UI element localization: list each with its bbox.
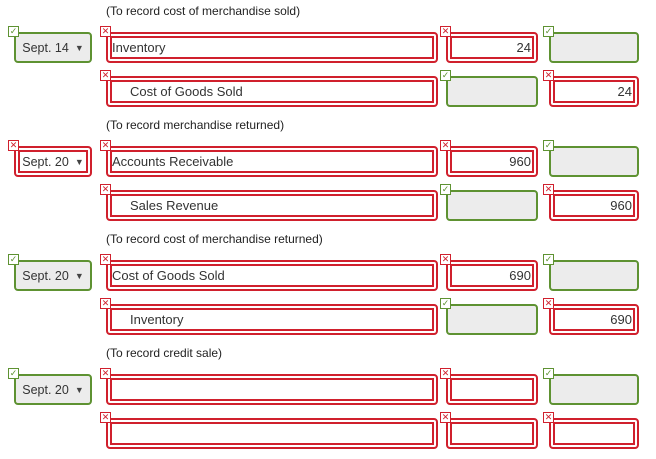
x-icon: ✕ — [440, 254, 451, 265]
account-title-field[interactable]: Cost of Goods Sold ✕ — [100, 70, 438, 107]
account-title-text: Inventory — [130, 312, 184, 327]
credit-amount-field[interactable]: 960 ✕ — [543, 184, 639, 221]
check-icon: ✓ — [8, 26, 19, 37]
account-title-field[interactable]: ✕ — [100, 412, 438, 449]
account-title-field[interactable]: Accounts Receivable ✕ — [100, 140, 438, 177]
debit-amount-field[interactable]: ✕ — [440, 368, 538, 405]
date-select-value-wrap: Sept. 20 ▼ — [16, 148, 90, 175]
caret-down-icon: ▼ — [74, 156, 84, 167]
credit-amount-field[interactable]: ✓ — [543, 26, 639, 63]
date-select-value-wrap: Sept. 20 ▼ — [16, 262, 90, 289]
credit-amount-field[interactable]: ✓ — [543, 368, 639, 405]
debit-amount-field[interactable]: 690 ✕ — [440, 254, 538, 291]
x-icon: ✕ — [543, 412, 554, 423]
account-title-field[interactable]: ✕ — [100, 368, 438, 405]
account-title-text: Cost of Goods Sold — [130, 84, 243, 99]
credit-amount-text: 960 — [610, 198, 632, 213]
debit-amount-field[interactable]: ✕ — [440, 412, 538, 449]
account-title-field[interactable]: Inventory ✕ — [100, 298, 438, 335]
x-icon: ✕ — [8, 140, 19, 151]
entry-explanation-note: (To record cost of merchandise sold) — [106, 4, 301, 18]
x-icon: ✕ — [440, 368, 451, 379]
x-icon: ✕ — [100, 298, 111, 309]
caret-down-icon: ▼ — [74, 270, 84, 281]
check-icon: ✓ — [543, 140, 554, 151]
check-icon: ✓ — [543, 368, 554, 379]
caret-down-icon: ▼ — [74, 384, 84, 395]
check-icon: ✓ — [440, 70, 451, 81]
date-select[interactable]: Sept. 20 ▼ ✕ — [8, 140, 92, 177]
check-icon: ✓ — [543, 254, 554, 265]
date-select-value: Sept. 20 — [22, 382, 69, 397]
x-icon: ✕ — [100, 368, 111, 379]
credit-amount-field[interactable]: ✓ — [543, 140, 639, 177]
date-select[interactable]: Sept. 20 ▼ ✓ — [8, 368, 92, 405]
date-select[interactable]: Sept. 14 ▼ ✓ — [8, 26, 92, 63]
caret-down-icon: ▼ — [74, 42, 84, 53]
check-icon: ✓ — [8, 254, 19, 265]
credit-amount-text: 24 — [617, 84, 632, 99]
account-title-field[interactable]: Cost of Goods Sold ✕ — [100, 254, 438, 291]
check-icon: ✓ — [440, 184, 451, 195]
account-title-text: Inventory — [112, 40, 166, 55]
x-icon: ✕ — [440, 412, 451, 423]
date-select-value: Sept. 20 — [22, 154, 69, 169]
entry-explanation-note: (To record credit sale) — [106, 346, 223, 360]
debit-amount-text: 24 — [516, 40, 531, 55]
entry-explanation-note: (To record cost of merchandise returned) — [106, 232, 323, 246]
date-select-value: Sept. 14 — [22, 40, 69, 55]
date-select-value-wrap: Sept. 14 ▼ — [16, 34, 90, 61]
x-icon: ✕ — [543, 70, 554, 81]
x-icon: ✕ — [100, 70, 111, 81]
check-icon: ✓ — [440, 298, 451, 309]
x-icon: ✕ — [100, 26, 111, 37]
account-title-text: Sales Revenue — [130, 198, 219, 213]
debit-amount-field[interactable]: ✓ — [440, 298, 538, 335]
debit-amount-text: 960 — [509, 154, 531, 169]
x-icon: ✕ — [100, 412, 111, 423]
date-select-value-wrap: Sept. 20 ▼ — [16, 376, 90, 403]
check-icon: ✓ — [8, 368, 19, 379]
date-select[interactable]: Sept. 20 ▼ ✓ — [8, 254, 92, 291]
account-title-field[interactable]: Inventory ✕ — [100, 26, 438, 63]
credit-amount-field[interactable]: ✓ — [543, 254, 639, 291]
entry-explanation-note: (To record merchandise returned) — [106, 118, 285, 132]
debit-amount-text: 690 — [509, 268, 531, 283]
x-icon: ✕ — [440, 26, 451, 37]
credit-amount-field[interactable]: 24 ✕ — [543, 70, 639, 107]
credit-amount-field[interactable]: 690 ✕ — [543, 298, 639, 335]
debit-amount-field[interactable]: ✓ — [440, 70, 538, 107]
debit-amount-field[interactable]: ✓ — [440, 184, 538, 221]
account-title-text: Accounts Receivable — [112, 154, 234, 169]
x-icon: ✕ — [543, 298, 554, 309]
x-icon: ✕ — [100, 140, 111, 151]
credit-amount-field[interactable]: ✕ — [543, 412, 639, 449]
account-title-text: Cost of Goods Sold — [112, 268, 225, 283]
date-select-value: Sept. 20 — [22, 268, 69, 283]
debit-amount-field[interactable]: 960 ✕ — [440, 140, 538, 177]
x-icon: ✕ — [440, 140, 451, 151]
x-icon: ✕ — [100, 184, 111, 195]
x-icon: ✕ — [100, 254, 111, 265]
check-icon: ✓ — [543, 26, 554, 37]
debit-amount-field[interactable]: 24 ✕ — [440, 26, 538, 63]
x-icon: ✕ — [543, 184, 554, 195]
credit-amount-text: 690 — [610, 312, 632, 327]
account-title-field[interactable]: Sales Revenue ✕ — [100, 184, 438, 221]
